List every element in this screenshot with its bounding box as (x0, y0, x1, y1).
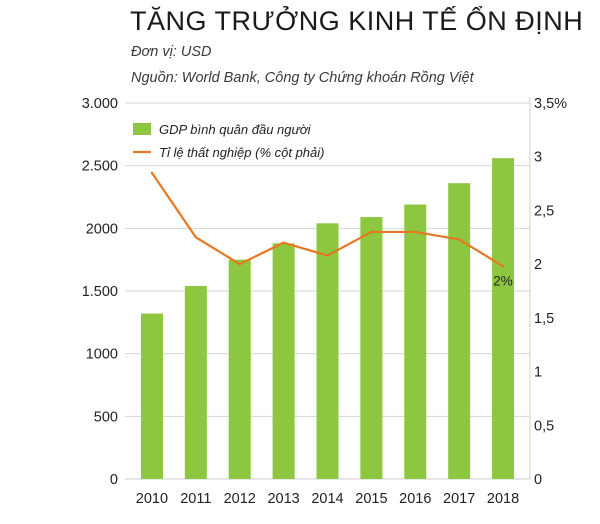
x-tick-label: 2015 (355, 491, 387, 507)
unemployment-point (370, 230, 373, 234)
gdp-bar (140, 313, 163, 479)
gdp-bar (492, 158, 515, 479)
gdp-bar (448, 183, 471, 480)
data-label: 2% (493, 273, 513, 288)
gdp-bar (228, 259, 251, 479)
chart-title: TĂNG TRƯỞNG KINH TẾ ỔN ĐỊNH (130, 6, 584, 36)
y-left-tick-label: 2.500 (82, 159, 118, 175)
x-tick-label: 2013 (267, 491, 299, 507)
y-right-tick-label: 0,5 (534, 418, 554, 434)
unemployment-point (194, 236, 198, 239)
y-left-tick-label: 3.000 (82, 96, 118, 112)
unemployment-point (150, 171, 154, 175)
y-left-tick-label: 0 (110, 472, 118, 488)
y-right-tick-label: 2,5 (534, 203, 554, 219)
unemployment-point (414, 230, 417, 234)
y-left-tick-label: 500 (94, 409, 118, 425)
y-right-tick-label: 3,5% (534, 96, 567, 112)
x-tick-label: 2010 (136, 491, 168, 507)
unemployment-point (326, 254, 329, 257)
y-left-tick-label: 1000 (86, 347, 118, 363)
gdp-bar (316, 223, 339, 479)
x-tick-label: 2016 (399, 491, 431, 507)
unemployment-point (238, 262, 241, 266)
y-right-tick-label: 3 (534, 150, 542, 166)
unemployment-point (501, 265, 505, 268)
gdp-bar (404, 204, 427, 479)
x-tick-label: 2011 (180, 491, 211, 507)
x-tick-label: 2014 (311, 491, 343, 507)
unemployment-point (282, 241, 285, 244)
x-tick-label: 2012 (224, 491, 256, 507)
y-left-tick-label: 1.500 (82, 284, 118, 300)
y-left-tick-label: 2000 (86, 221, 118, 237)
unit-label: Đơn vị: USD (131, 44, 212, 60)
legend-label-unemployment: Tỉ lệ thất nghiệp (% cột phải) (159, 145, 324, 160)
legend-swatch-gdp (133, 123, 151, 135)
unemployment-point (457, 238, 461, 241)
y-right-tick-label: 2 (534, 257, 542, 273)
y-right-tick-label: 1,5 (534, 311, 554, 327)
gdp-bar (184, 285, 207, 479)
x-tick-label: 2017 (443, 491, 475, 507)
legend-label-gdp: GDP bình quân đầu người (159, 122, 312, 137)
y-right-tick-label: 1 (534, 365, 542, 381)
gdp-bar (360, 217, 383, 479)
x-tick-label: 2018 (487, 491, 519, 507)
gdp-bar (272, 243, 295, 479)
y-right-tick-label: 0 (534, 472, 542, 488)
source-label: Nguồn: World Bank, Công ty Chứng khoán R… (131, 70, 474, 86)
